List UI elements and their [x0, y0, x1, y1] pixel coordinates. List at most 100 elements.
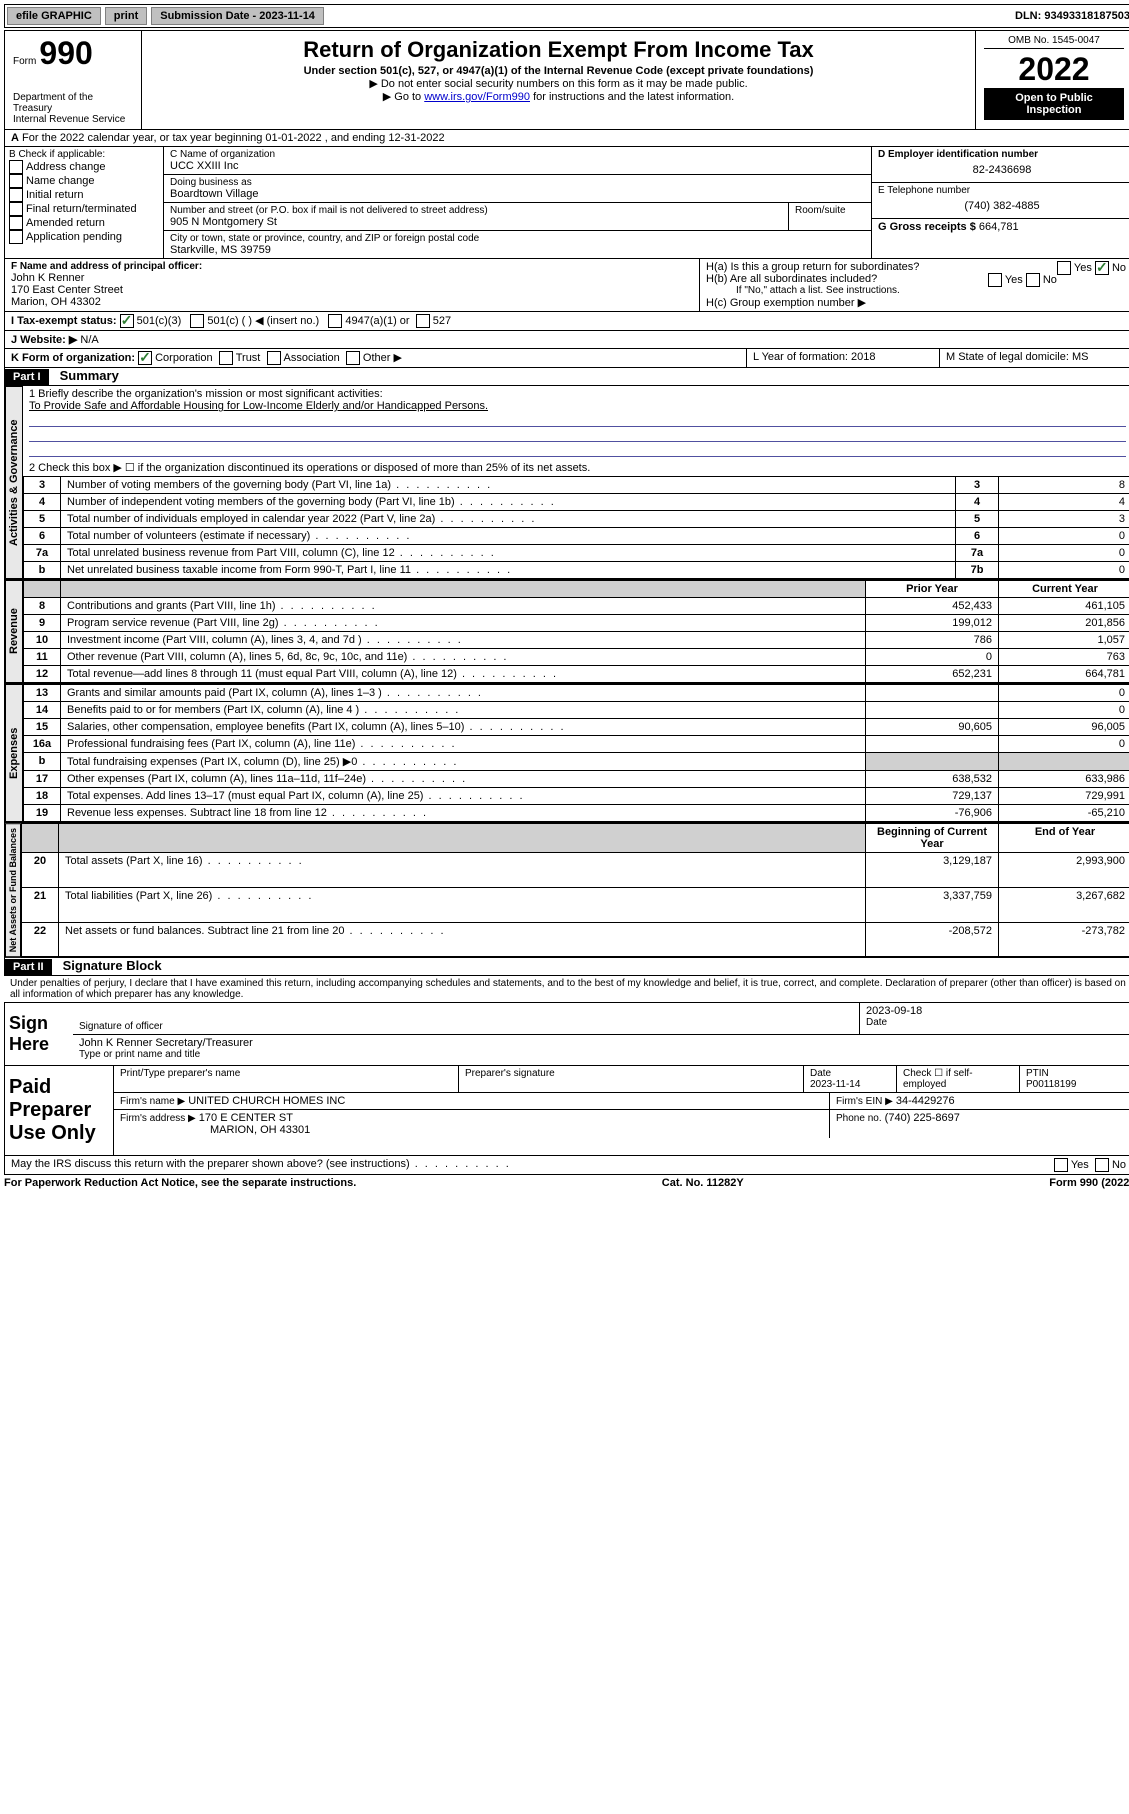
submission-date-label: Submission Date - 2023-11-14 [151, 7, 324, 25]
blank [24, 581, 61, 598]
expense-block: Expenses 13Grants and similar amounts pa… [4, 684, 1129, 823]
h-b-label: H(b) Are all subordinates included? [706, 273, 877, 285]
b-opt-final[interactable]: Final return/terminated [9, 202, 159, 216]
h-b-no-checkbox[interactable] [1026, 273, 1040, 287]
box-b-label: B Check if applicable: [9, 149, 159, 160]
b-opt-initial[interactable]: Initial return [9, 188, 159, 202]
i-opt4: 527 [433, 315, 451, 327]
box-e-label: E Telephone number [878, 185, 1126, 196]
box-i-label: I Tax-exempt status: [11, 315, 117, 327]
k-assoc-checkbox[interactable] [267, 351, 281, 365]
form-title: Return of Organization Exempt From Incom… [150, 37, 967, 63]
b-opt-1: Name change [26, 175, 95, 187]
i-501c3-checkbox[interactable] [120, 314, 134, 328]
prep-date-label: Date [810, 1068, 831, 1079]
h-a: H(a) Is this a group return for subordin… [706, 261, 1126, 273]
discuss-no: No [1112, 1159, 1126, 1171]
firm-ein-label: Firm's EIN ▶ [836, 1096, 893, 1107]
b-opt-3: Final return/terminated [26, 203, 137, 215]
k-corp-checkbox[interactable] [138, 351, 152, 365]
part-i-header: Part I Summary [4, 368, 1129, 386]
table-row: 14Benefits paid to or for members (Part … [24, 702, 1129, 719]
sig-line[interactable] [79, 1005, 853, 1021]
table-row: 21Total liabilities (Part X, line 26)3,3… [22, 887, 1129, 922]
h-a-label: H(a) Is this a group return for subordin… [706, 261, 919, 273]
firm-name: UNITED CHURCH HOMES INC [188, 1095, 345, 1107]
self-employed-check[interactable]: Check ☐ if self-employed [897, 1066, 1020, 1092]
dln-label: DLN: 93493318187503 [1015, 10, 1129, 22]
box-b: B Check if applicable: Address change Na… [5, 147, 164, 258]
b-opt-address[interactable]: Address change [9, 160, 159, 174]
table-row: 9Program service revenue (Part VIII, lin… [24, 615, 1129, 632]
table-row: 22Net assets or fund balances. Subtract … [22, 922, 1129, 957]
h-a-yes-checkbox[interactable] [1057, 261, 1071, 275]
b-opt-amended[interactable]: Amended return [9, 216, 159, 230]
org-dba: Boardtown Village [170, 188, 865, 200]
table-row: 10Investment income (Part VIII, column (… [24, 632, 1129, 649]
vlabel-net: Net Assets or Fund Balances [5, 823, 21, 957]
footer-right: Form 990 (2022) [1049, 1177, 1129, 1189]
summary-block: Activities & Governance 1 Briefly descri… [4, 386, 1129, 580]
box-c: C Name of organization UCC XXIII Inc Doi… [164, 147, 872, 258]
vlabel-rev: Revenue [5, 580, 23, 683]
b-opt-pending[interactable]: Application pending [9, 230, 159, 244]
discuss-yes-checkbox[interactable] [1054, 1158, 1068, 1172]
part-ii-bar: Part II [5, 959, 52, 975]
k-trust-checkbox[interactable] [219, 351, 233, 365]
type-name-label: Type or print name and title [79, 1049, 1126, 1060]
c-name-label: C Name of organization [170, 149, 865, 160]
k-opt-2: Association [284, 352, 340, 364]
table-row: 5Total number of individuals employed in… [24, 511, 1129, 528]
note2-pre: ▶ Go to [383, 91, 424, 103]
table-row: bTotal fundraising expenses (Part IX, co… [24, 753, 1129, 771]
discuss-row: May the IRS discuss this return with the… [4, 1156, 1129, 1175]
b-opt-name[interactable]: Name change [9, 174, 159, 188]
phone-value: (740) 382-4885 [878, 196, 1126, 216]
sig-date: 2023-09-18 [866, 1005, 1126, 1017]
box-j-label: J Website: ▶ [11, 334, 77, 346]
c-city-label: City or town, state or province, country… [170, 233, 865, 244]
title-cell: Return of Organization Exempt From Incom… [142, 31, 976, 129]
table-row: 18Total expenses. Add lines 13–17 (must … [24, 788, 1129, 805]
firm-addr2: MARION, OH 43301 [120, 1124, 310, 1136]
line-1: 1 Briefly describe the organization's mi… [23, 386, 1129, 459]
table-row: 11Other revenue (Part VIII, column (A), … [24, 649, 1129, 666]
entity-block: B Check if applicable: Address change Na… [4, 147, 1129, 259]
officer-street: 170 East Center Street [11, 284, 693, 296]
print-button[interactable]: print [105, 7, 147, 25]
i-opt2-post: ◀ (insert no.) [255, 315, 319, 327]
h-b-yes: Yes [1005, 274, 1023, 286]
k-l-m-row: K Form of organization: Corporation Trus… [4, 349, 1129, 368]
line-2: 2 Check this box ▶ ☐ if the organization… [23, 459, 1129, 476]
prep-date: 2023-11-14 [810, 1079, 860, 1090]
line-a: A For the 2022 calendar year, or tax yea… [4, 130, 1129, 147]
firm-name-label: Firm's name ▶ [120, 1096, 185, 1107]
line1-label: 1 Briefly describe the organization's mi… [29, 388, 1126, 400]
i-501c-checkbox[interactable] [190, 314, 204, 328]
paid-preparer-block: Paid Preparer Use Only Print/Type prepar… [4, 1066, 1129, 1156]
blank [59, 824, 866, 853]
blank-line [29, 442, 1126, 457]
form-note1: ▶ Do not enter social security numbers o… [150, 77, 967, 90]
form-number-cell: Form 990 Department of the Treasury Inte… [5, 31, 142, 129]
discuss-no-checkbox[interactable] [1095, 1158, 1109, 1172]
b-opt-2: Initial return [26, 189, 83, 201]
h-a-no-checkbox[interactable] [1095, 261, 1109, 275]
irs-link[interactable]: www.irs.gov/Form990 [424, 91, 530, 103]
declaration-text: Under penalties of perjury, I declare th… [4, 976, 1129, 1002]
open-public-badge: Open to Public Inspection [984, 88, 1124, 120]
k-other-checkbox[interactable] [346, 351, 360, 365]
i-527-checkbox[interactable] [416, 314, 430, 328]
line-a-text: For the 2022 calendar year, or tax year … [22, 132, 445, 144]
omb-label: OMB No. 1545-0047 [984, 35, 1124, 49]
ptin-value: P00118199 [1026, 1079, 1076, 1090]
k-opt-0: Corporation [155, 352, 212, 364]
b-opt-0: Address change [26, 161, 106, 173]
h-b-yes-checkbox[interactable] [988, 273, 1002, 287]
i-4947-checkbox[interactable] [328, 314, 342, 328]
box-m: M State of legal domicile: MS [940, 349, 1129, 367]
top-toolbar: efile GRAPHIC print Submission Date - 20… [4, 4, 1129, 28]
box-f: F Name and address of principal officer:… [5, 259, 700, 311]
h-a-no: No [1112, 262, 1126, 274]
irs-label: Internal Revenue Service [13, 114, 133, 125]
